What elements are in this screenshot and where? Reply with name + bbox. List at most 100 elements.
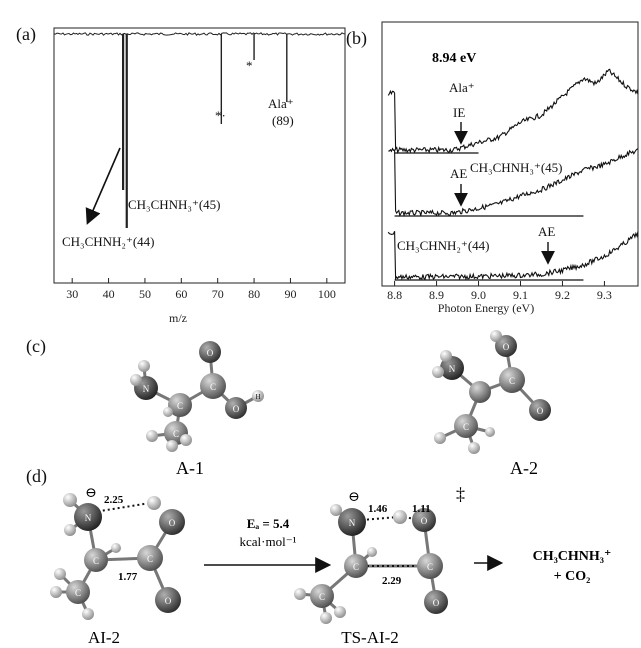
conformer-label-a1: A-1 <box>176 458 204 478</box>
molecule-ai2: N C C O O C ⊖ 2.25 1.77 <box>50 486 185 620</box>
panel-label-d: (d) <box>26 466 47 487</box>
atom-h <box>50 586 62 598</box>
chart-a-xlabel: m/z <box>169 311 187 325</box>
charge-icon: ⊖ <box>348 490 360 505</box>
atom-c <box>469 381 491 403</box>
atom-c <box>344 554 368 578</box>
atom-h <box>393 510 407 524</box>
atom-label: C <box>75 588 81 598</box>
panel-label-c: (c) <box>26 336 46 357</box>
atom-label: C <box>463 422 469 432</box>
atom-h <box>468 442 480 454</box>
atom-h <box>180 434 192 446</box>
label-ala-b: Ala⁺ <box>449 80 475 95</box>
x-tick-label: 30 <box>66 287 78 301</box>
x-tick-label: 9.1 <box>513 288 528 302</box>
atom-h <box>147 496 161 510</box>
atom-label: N <box>449 364 456 374</box>
x-tick-label: 40 <box>103 287 115 301</box>
molecule-a2: N C O O C <box>432 330 551 454</box>
atom-label: C <box>173 429 179 439</box>
product-line-2: + CO₂ <box>554 569 591 584</box>
chart-b-x-axis: 8.8 8.9 9.0 9.1 9.2 9.3 <box>387 281 612 302</box>
atom-h <box>252 390 264 402</box>
x-tick-label: 70 <box>212 287 224 301</box>
distance-label: 1.11 <box>412 503 431 515</box>
pie-curve-0 <box>387 68 639 154</box>
x-tick-label: 60 <box>175 287 187 301</box>
distance-label: 2.25 <box>104 494 124 506</box>
atom-h <box>166 440 178 452</box>
atom-label: C <box>93 556 99 566</box>
atom-o <box>424 590 448 614</box>
atom-h <box>432 366 444 378</box>
ea-label: Eₐ = 5.4 <box>247 516 290 531</box>
atom-n <box>74 503 102 531</box>
atom-label: N <box>143 384 150 394</box>
arrow-peak-44 <box>85 147 121 225</box>
atom-o <box>159 509 185 535</box>
chart-a-spectrum-line <box>53 32 346 36</box>
atom-label: C <box>147 554 153 564</box>
label-ala: Ala⁺ <box>268 96 294 111</box>
atom-label: O <box>169 518 176 528</box>
atom-n <box>338 508 366 536</box>
atom-c <box>137 545 163 571</box>
atom-c <box>454 414 478 438</box>
chart-b-curves <box>387 68 639 281</box>
atom-o <box>529 399 551 421</box>
atom-o <box>225 397 247 419</box>
atom-label: C <box>210 382 216 392</box>
atom-h <box>130 374 142 386</box>
atom-label: C <box>177 401 183 411</box>
atom-h <box>330 504 342 516</box>
x-tick-label: 80 <box>248 287 260 301</box>
label-curve-44: CH₃CHNH₂⁺(44) <box>397 238 489 253</box>
atom-h <box>485 427 495 437</box>
atom-label: H <box>255 393 260 401</box>
chart-a-frame <box>53 27 346 284</box>
label-peak-80: * <box>246 58 253 73</box>
atom-c <box>66 580 90 604</box>
atom-label: O <box>233 404 240 414</box>
x-tick-label: 8.9 <box>429 288 444 302</box>
atom-h <box>367 547 377 557</box>
atom-label: C <box>427 562 433 572</box>
label-ie: IE <box>453 105 465 120</box>
charge-icon: ⊖ <box>85 486 97 501</box>
atom-o <box>155 587 181 613</box>
atom-label: O <box>433 598 440 608</box>
pie-curve-2 <box>387 230 639 281</box>
chart-b: 8.8 8.9 9.0 9.1 9.2 9.3 Photon Energy (eV) 8.… <box>381 21 639 315</box>
product-line-1: CH₃CHNH₃⁺ <box>533 549 612 564</box>
atom-h <box>294 588 306 600</box>
molecule-a1: N C C O O C H <box>130 341 264 452</box>
atom-h <box>111 543 121 553</box>
atom-h <box>63 493 77 507</box>
atom-h <box>434 432 446 444</box>
atom-h <box>54 568 66 580</box>
atom-o <box>199 341 221 363</box>
x-tick-label: 90 <box>284 287 296 301</box>
atom-label: O <box>421 516 428 526</box>
chart-b-frame <box>381 21 639 287</box>
label-peak-44: CH₃CHNH₂⁺(44) <box>62 234 154 249</box>
atom-label: C <box>319 592 325 602</box>
atom-c <box>168 393 192 417</box>
distance-label: 1.77 <box>118 571 138 583</box>
atom-label: O <box>503 342 510 352</box>
chart-a-x-axis: 30 40 50 60 70 80 90 100 <box>66 278 336 301</box>
atom-label: N <box>85 513 92 523</box>
atom-h <box>146 430 158 442</box>
label-ae-45: AE <box>450 166 467 181</box>
x-tick-label: 100 <box>318 287 336 301</box>
pie-curve-1 <box>388 147 639 218</box>
atom-h <box>163 407 173 417</box>
atom-h <box>490 330 502 342</box>
atom-label: O <box>207 348 214 358</box>
x-tick-label: 9.3 <box>597 288 612 302</box>
transition-state-dagger: ‡ <box>456 484 465 504</box>
atom-h <box>138 360 150 372</box>
atom-h <box>334 606 346 618</box>
